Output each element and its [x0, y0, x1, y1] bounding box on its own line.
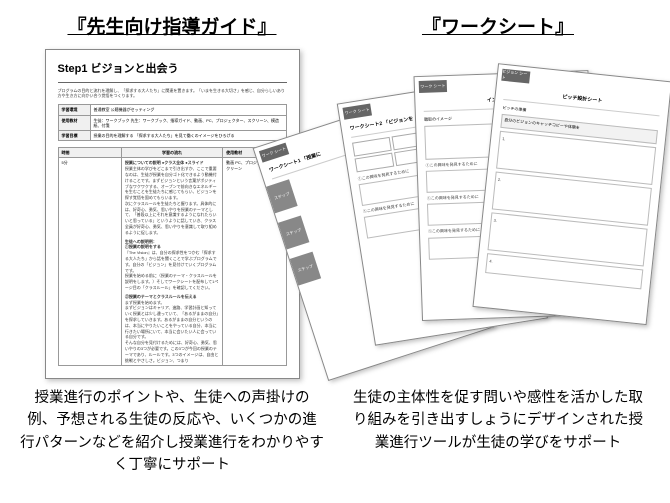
right-thumbnail-area: ワーク シート ワークシート1 「授業に ステップ ステップ ステップ ワーク … — [344, 49, 652, 379]
guide-intro: プログラムの目的と流れを理解し、「探求する大人たち」に関連を置きます。「いまを生… — [58, 88, 287, 98]
meta-row-txt: 生徒：ワークブック 先生：ワークブック、指導ガイド、動画、PC、プロジェクター、… — [90, 115, 286, 130]
flow-body: 授業についての説明 ●クラス全体 ●スライド 授業主体の学びをどこまで引き出すか… — [121, 158, 222, 366]
guide-document-mock: Step1 ビジョンと出会う プログラムの目的と流れを理解し、「探求する大人たち… — [45, 49, 300, 379]
meta-row-txt: 授業の目的を理解する 「探求する大人たち」を見て働くのイメージをひろげる — [90, 130, 286, 140]
flow-head: 学習の流れ — [121, 148, 222, 158]
left-description: 授業進行のポイントや、生徒への声掛けの例、予想される生徒の反応や、いくつかの進行… — [18, 387, 326, 477]
flow-p: 次にクラスルールを生徒たちと握ります。具体的には、好奇心、勇気、思いやりを授業の… — [125, 201, 219, 236]
flow-p: まずビジョンはキャリア、進路、学習計画と知っていく授業とは少し違っていて、「ある… — [125, 305, 219, 340]
left-column: 『先生向け指導ガイド』 Step1 ビジョンと出会う プログラムの目的と流れを理… — [18, 12, 326, 485]
flow-p: 『The Vision』は、自分の探求性をつかむ「探求する大人たち」から話を聞く… — [125, 250, 219, 273]
flow-b: 生徒への説明例： — [125, 239, 157, 244]
flow-time: 5分 — [58, 158, 121, 366]
guide-flow-table: 時間 学習の流れ 使用教材 5分 授業についての説明 ●クラス全体 ●スライド … — [58, 147, 287, 366]
right-description: 生徒の主体性を促す問いや感性を活かした取り組みを引き出すしょうにデザインされた授… — [344, 387, 652, 454]
flow-p: 授業を始める前に（授業のテーマ・クラスルールを説明をします。）そしてワークシート… — [125, 273, 219, 290]
meta-row-hd: 学習目標 — [58, 130, 90, 140]
guide-meta-table: 学習環境 普通教室 公聴機器がセッティング 使用教材 生徒：ワークブック 先生：… — [58, 104, 287, 141]
sheet-tab: ワーク シート — [419, 80, 447, 93]
flow-b: ①授業の説明をする — [125, 244, 161, 249]
guide-divider — [58, 82, 287, 83]
flow-b: 授業についての説明 ●クラス全体 ●スライド — [125, 160, 204, 165]
worksheet-4: ビジョン シート ピッチ設計シート ピッチの準備 自分のビジョンのキャッチコピー… — [472, 63, 670, 325]
meta-row-txt: 普通教室 公聴機器がセッティング — [90, 105, 286, 115]
right-column: 『ワークシート』 ワーク シート ワークシート1 「授業に ステップ ステップ … — [344, 12, 652, 485]
flow-b: ②授業のテーマとクラスルールを伝える — [125, 294, 197, 299]
meta-row-hd: 学習環境 — [58, 105, 90, 115]
worksheet-fan: ワーク シート ワークシート1 「授業に ステップ ステップ ステップ ワーク … — [344, 49, 652, 379]
left-title: 『先生向け指導ガイド』 — [67, 12, 276, 39]
flow-p: 授業主体の学びをどこまで引き出すか、ここで重要なのは、生徒が授業を自分ゴト化でき… — [125, 166, 219, 201]
flow-head: 時間 — [58, 148, 121, 158]
right-title: 『ワークシート』 — [422, 12, 574, 39]
meta-row-hd: 使用教材 — [58, 115, 90, 130]
flow-p: そんな自分を見付けるためには、好奇心、勇気、思いやりの3つが必要です。この3つが… — [125, 340, 219, 363]
guide-step-heading: Step1 ビジョンと出会う — [58, 60, 287, 76]
